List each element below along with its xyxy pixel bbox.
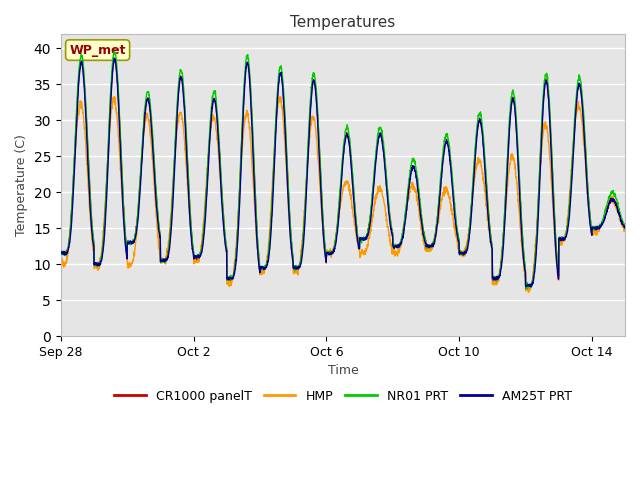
- HMP: [179, 120, 186, 125]
- HMP: [621, 225, 629, 231]
- AM25T PRT: [227, 276, 234, 281]
- HMP: [172, 148, 179, 154]
- X-axis label: Time: Time: [328, 364, 358, 377]
- AM25T PRT: [502, 204, 509, 210]
- CR1000 panelT: [172, 138, 179, 144]
- Line: AM25T PRT: AM25T PRT: [61, 58, 625, 287]
- NR01 PRT: [523, 286, 531, 292]
- AM25T PRT: [101, 222, 109, 228]
- Line: NR01 PRT: NR01 PRT: [61, 51, 625, 289]
- CR1000 panelT: [111, 56, 118, 61]
- Line: HMP: HMP: [61, 96, 625, 292]
- CR1000 panelT: [522, 286, 530, 291]
- NR01 PRT: [172, 134, 179, 140]
- Y-axis label: Temperature (C): Temperature (C): [15, 134, 28, 236]
- HMP: [57, 260, 65, 266]
- AM25T PRT: [172, 146, 179, 152]
- AM25T PRT: [111, 55, 118, 61]
- Title: Temperatures: Temperatures: [291, 15, 396, 30]
- NR01 PRT: [57, 250, 65, 256]
- AM25T PRT: [179, 85, 187, 91]
- NR01 PRT: [101, 208, 109, 214]
- HMP: [101, 199, 109, 204]
- CR1000 panelT: [621, 224, 629, 230]
- NR01 PRT: [502, 192, 509, 198]
- CR1000 panelT: [57, 249, 65, 255]
- AM25T PRT: [367, 211, 375, 216]
- Text: WP_met: WP_met: [69, 44, 126, 57]
- AM25T PRT: [527, 284, 534, 289]
- NR01 PRT: [367, 203, 375, 209]
- NR01 PRT: [179, 75, 187, 81]
- CR1000 panelT: [227, 275, 234, 281]
- Line: CR1000 panelT: CR1000 panelT: [61, 59, 625, 288]
- AM25T PRT: [57, 250, 65, 256]
- HMP: [367, 223, 375, 228]
- HMP: [525, 289, 532, 295]
- HMP: [276, 94, 284, 99]
- CR1000 panelT: [502, 193, 509, 199]
- NR01 PRT: [111, 48, 118, 54]
- NR01 PRT: [621, 225, 629, 231]
- HMP: [227, 280, 234, 286]
- CR1000 panelT: [179, 83, 187, 88]
- HMP: [502, 207, 509, 213]
- CR1000 panelT: [367, 205, 375, 211]
- NR01 PRT: [227, 273, 234, 278]
- AM25T PRT: [621, 225, 629, 231]
- Legend: CR1000 panelT, HMP, NR01 PRT, AM25T PRT: CR1000 panelT, HMP, NR01 PRT, AM25T PRT: [109, 384, 577, 408]
- CR1000 panelT: [101, 211, 109, 216]
